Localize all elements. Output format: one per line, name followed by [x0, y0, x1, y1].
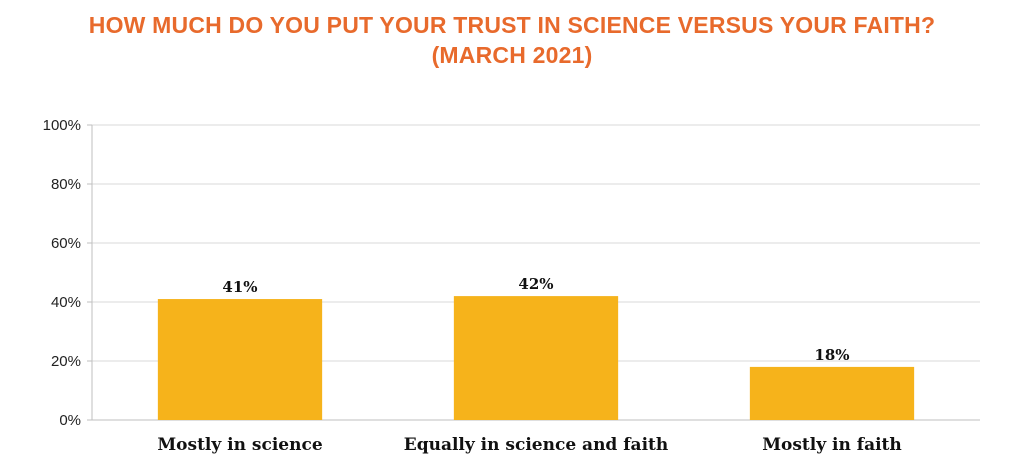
chart-title-line-2: (MARCH 2021) [431, 42, 593, 68]
x-axis-labels: Mostly in science Equally in science and … [157, 435, 901, 455]
chart-title-line-1: HOW MUCH DO YOU PUT YOUR TRUST IN SCIENC… [88, 12, 936, 38]
bar [453, 296, 619, 420]
x-category-label: Mostly in science [157, 435, 322, 455]
x-category-label: Mostly in faith [762, 435, 902, 455]
data-label: 41% [222, 278, 257, 296]
bars [157, 296, 915, 420]
chart-title: HOW MUCH DO YOU PUT YOUR TRUST IN SCIENC… [0, 10, 1024, 70]
y-tick-label: 80% [51, 176, 81, 193]
data-labels: 41% 42% 18% [222, 275, 849, 364]
y-tick-label: 60% [51, 235, 81, 252]
y-tick-label: 40% [51, 294, 81, 311]
y-tick-label: 0% [59, 412, 81, 429]
x-category-label: Equally in science and faith [404, 435, 669, 455]
y-axis-ticks: 0% 20% 40% 60% 80% 100% [43, 117, 81, 429]
data-label: 18% [814, 346, 849, 364]
data-label: 42% [518, 275, 553, 293]
bar [749, 366, 915, 420]
bar [157, 299, 323, 420]
y-tick-label: 100% [43, 117, 81, 134]
y-tick-label: 20% [51, 353, 81, 370]
